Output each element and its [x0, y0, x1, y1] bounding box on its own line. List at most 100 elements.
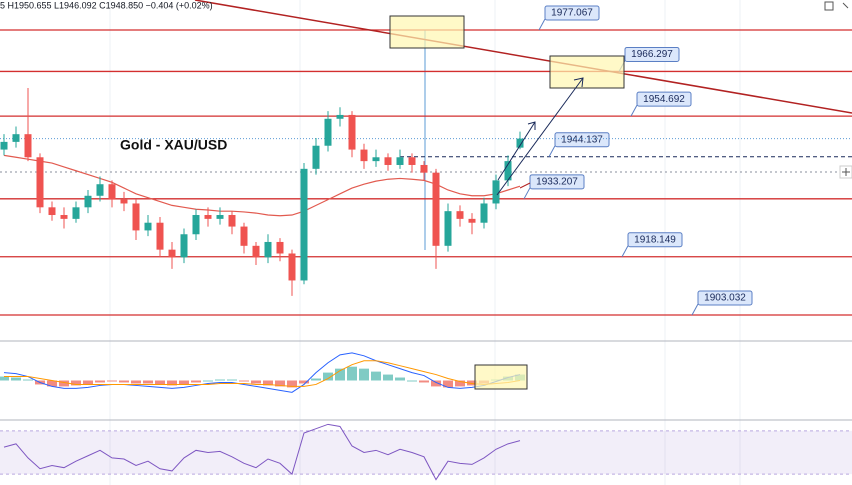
candle-body: [456, 211, 464, 219]
arrow: [497, 121, 536, 181]
icon: [842, 2, 849, 9]
macd-histogram-bar: [395, 377, 405, 381]
candle-body: [12, 134, 20, 142]
candle-body: [348, 114, 356, 150]
candle-body: [36, 157, 44, 208]
signal-line: [4, 360, 521, 387]
level-label-box: [554, 132, 610, 148]
arrows: [496, 77, 584, 196]
candle-body: [432, 172, 440, 246]
candle-body: [504, 161, 512, 181]
arrow-head: [573, 77, 584, 88]
macd-histogram-bar: [167, 380, 177, 386]
level-label-box: [529, 174, 585, 190]
label-connector: [548, 145, 556, 157]
candle-body: [120, 199, 128, 204]
label-connector: [523, 187, 531, 200]
level-label-box: [544, 5, 600, 21]
candle-body: [96, 184, 104, 196]
arrow: [519, 182, 531, 189]
candle-body: [168, 249, 176, 258]
candle-body: [0, 141, 8, 150]
macd-histogram-bar: [131, 380, 141, 384]
level-label-box: [636, 91, 692, 107]
macd-histogram-bar: [119, 380, 129, 383]
macd-histogram-bar: [11, 377, 21, 381]
candle-body: [144, 222, 152, 231]
level-label-box: [627, 232, 683, 248]
macd-histogram-bar: [323, 372, 333, 381]
candle-body: [24, 134, 32, 158]
candle-body: [300, 168, 308, 281]
candle-body: [360, 149, 368, 162]
macd-histogram-bar: [371, 371, 381, 381]
macd-histogram-bar: [179, 380, 189, 385]
candle-body: [228, 215, 236, 227]
candle-body: [240, 226, 248, 246]
candle-body: [84, 195, 92, 208]
label-connector: [538, 18, 546, 31]
candle-body: [384, 157, 392, 165]
macd-histogram-bar: [47, 380, 57, 387]
candle-body: [408, 157, 416, 165]
rsi-line: [3, 423, 521, 481]
level-label-box: [624, 46, 680, 62]
macd-histogram-bar: [275, 380, 285, 387]
chart-title: Gold - XAU/USD: [120, 137, 227, 153]
candle-body: [60, 215, 68, 219]
macd-histogram-bar: [263, 380, 273, 386]
macd-histogram-bar: [0, 376, 9, 381]
rsi-band: [0, 430, 852, 475]
candle-body: [204, 215, 212, 219]
macd-histogram-bar: [359, 368, 369, 381]
level-label: 1933.207: [536, 176, 578, 187]
macd-histogram-bar: [227, 379, 237, 381]
grid: [109, 0, 741, 485]
macd-histogram-bar: [287, 380, 297, 388]
level-label: 1903.032: [704, 293, 746, 304]
candle-body: [468, 218, 476, 223]
candle-body: [516, 138, 524, 148]
label-connector: [691, 303, 699, 316]
macd-histogram-bar: [95, 380, 105, 383]
candle-body: [396, 157, 404, 165]
candle-body: [72, 207, 80, 219]
candle-body: [48, 207, 56, 216]
macd-histogram-bar: [407, 380, 417, 382]
macd-histogram-bar: [107, 380, 117, 382]
candle-body: [420, 164, 428, 173]
macd-histogram-bar: [419, 380, 429, 383]
highlight-box: [389, 15, 465, 49]
macd-histogram-bar: [155, 380, 165, 385]
candle-body: [132, 203, 140, 231]
moving-average: [3, 154, 521, 217]
candle-body: [288, 253, 296, 281]
icon: [842, 168, 850, 176]
macd-histogram-bar: [59, 380, 69, 387]
candle-body: [480, 203, 488, 223]
candle-body: [276, 241, 284, 254]
macd-histogram-bar: [203, 380, 213, 382]
macd-histogram-bar: [443, 380, 453, 388]
macd-histogram-bar: [143, 380, 153, 384]
candle-body: [264, 241, 272, 258]
macd-line: [3, 352, 521, 393]
label-connector: [630, 104, 638, 117]
plot: 1977.067 1966.297 1954.692 1944.137 1933.207…: [0, 5, 852, 481]
candle-body: [372, 157, 380, 162]
arrow-head: [527, 121, 536, 130]
ohlc-header: 5 H1950.655 L1946.092 C1948.850 −0.404 (…: [0, 0, 213, 10]
toolbar-icons: [824, 1, 852, 179]
macd-histogram-bar: [311, 378, 321, 381]
macd-histogram-bar: [215, 379, 225, 381]
label-connector: [621, 245, 629, 258]
level-label: 1977.067: [551, 8, 593, 19]
macd-histogram-bar: [191, 380, 201, 383]
candle-body: [492, 180, 500, 204]
macd-histogram-bar: [335, 368, 345, 381]
candle-body: [324, 118, 332, 146]
candle-body: [180, 234, 188, 258]
candle-body: [192, 215, 200, 235]
candle-body: [216, 215, 224, 219]
